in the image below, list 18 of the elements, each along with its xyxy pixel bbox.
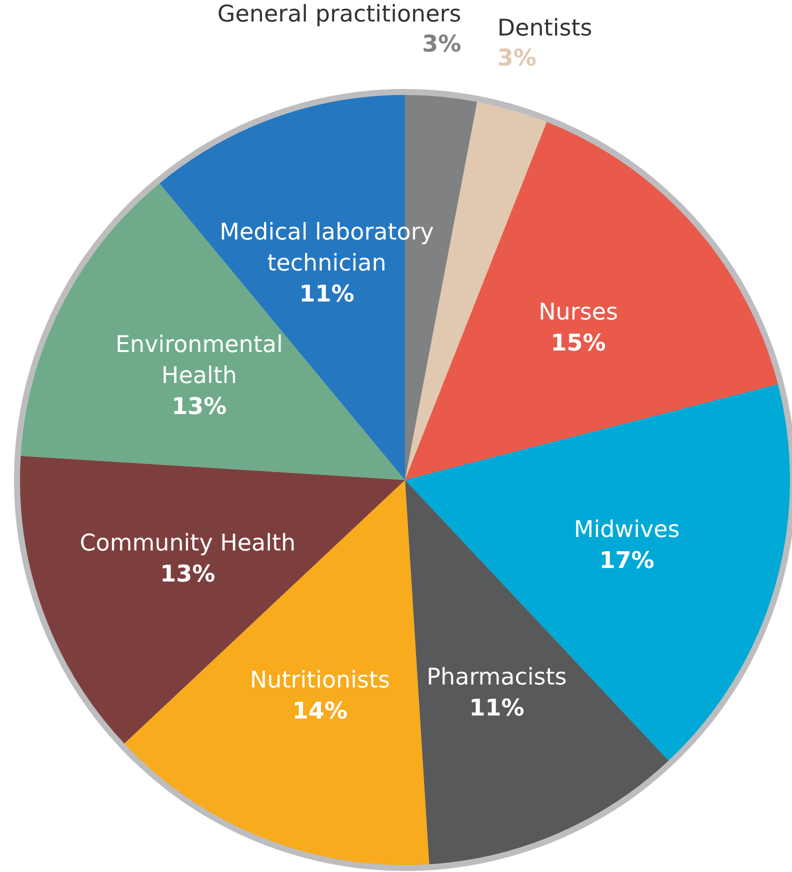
data-label: 14% bbox=[292, 698, 348, 724]
data-label: 3% bbox=[422, 32, 462, 58]
data-label: 17% bbox=[599, 548, 654, 574]
data-label: 11% bbox=[469, 696, 524, 722]
slice-label: Environmental Health bbox=[116, 332, 283, 390]
slice-label: Pharmacists bbox=[426, 664, 567, 690]
slice-label: Medical laboratory technician bbox=[220, 220, 434, 277]
slice-label: Dentists bbox=[497, 15, 592, 42]
slice-label: General practitioners bbox=[217, 2, 462, 28]
data-label: 13% bbox=[160, 562, 216, 588]
data-label: 15% bbox=[550, 330, 606, 357]
data-label: 13% bbox=[172, 394, 227, 420]
slice-label: Community Health bbox=[80, 530, 296, 557]
slice-label: Nutritionists bbox=[250, 667, 390, 694]
slice-label: Midwives bbox=[574, 516, 680, 543]
slice-label: Nurses bbox=[538, 300, 618, 326]
data-label: 3% bbox=[497, 45, 536, 72]
data-label: 11% bbox=[299, 282, 354, 308]
